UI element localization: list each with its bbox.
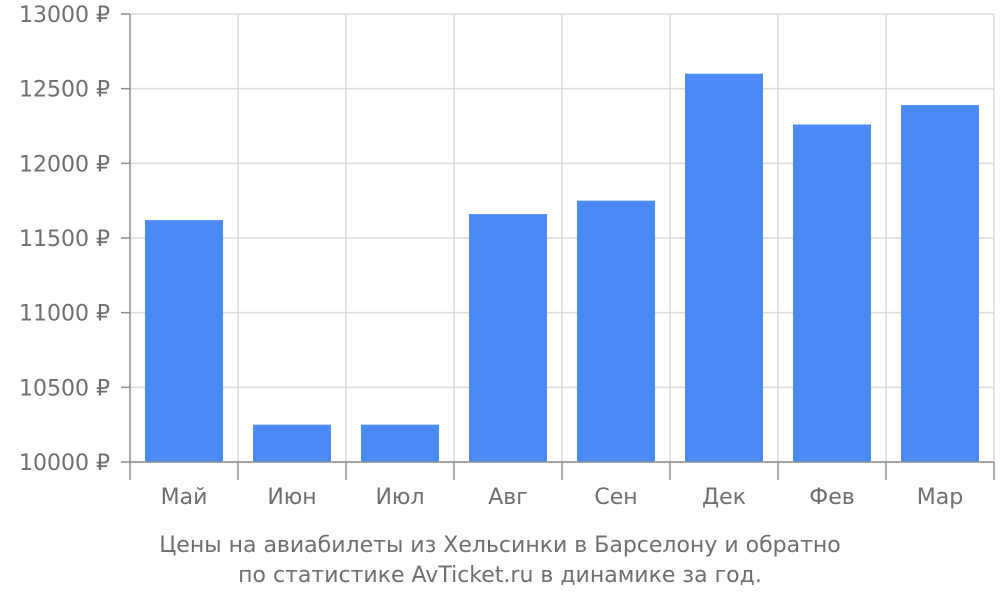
x-tick-label: Мар: [917, 485, 963, 510]
y-tick-label: 13000 ₽: [19, 3, 110, 28]
chart-caption-line-1: Цены на авиабилеты из Хельсинки в Барсел…: [159, 533, 841, 558]
bar-5: [577, 200, 655, 462]
bar-4: [469, 214, 547, 462]
y-tick-label: 12000 ₽: [19, 152, 110, 177]
bar-1: [145, 220, 223, 462]
bar-2: [253, 424, 331, 462]
x-tick-label: Июн: [267, 485, 316, 510]
x-tick-label: Фев: [809, 485, 854, 510]
bar-6: [685, 73, 763, 462]
y-tick-label: 12500 ₽: [19, 78, 110, 103]
chart-caption-line-2: по статистике AvTicket.ru в динамике за …: [238, 563, 762, 588]
bar-8: [901, 105, 979, 463]
bar-3: [361, 424, 439, 462]
x-tick-label: Май: [161, 485, 208, 510]
x-tick-label: Июл: [375, 485, 424, 510]
y-tick-label: 11500 ₽: [19, 227, 110, 252]
bar-7: [793, 124, 871, 463]
y-tick-label: 11000 ₽: [19, 302, 110, 327]
x-tick-label: Дек: [702, 485, 746, 510]
y-tick-label: 10000 ₽: [19, 451, 110, 476]
x-tick-label: Авг: [488, 485, 528, 510]
x-tick-label: Сен: [594, 485, 637, 510]
y-tick-label: 10500 ₽: [19, 376, 110, 401]
